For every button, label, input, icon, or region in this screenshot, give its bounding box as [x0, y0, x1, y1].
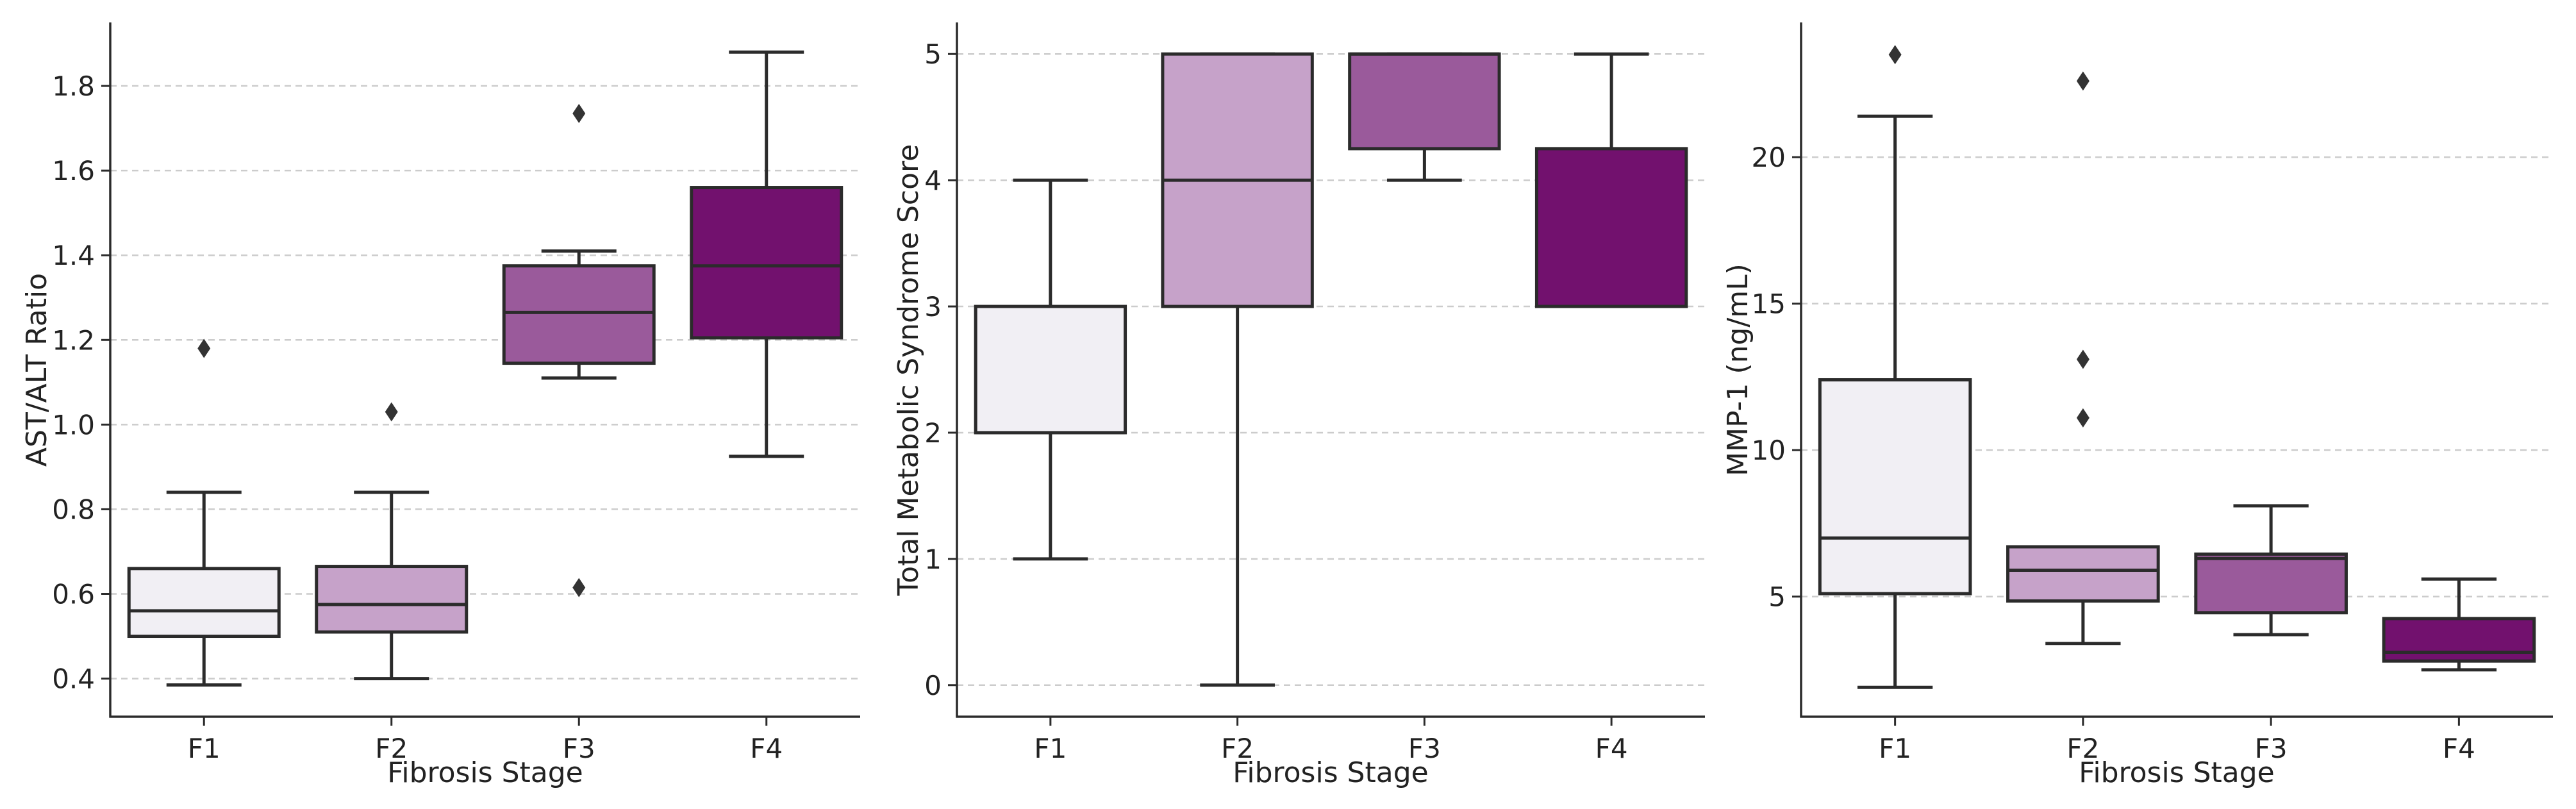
iqr-box [1534, 147, 1688, 308]
metabolic-y-tick-label: 0 [924, 670, 942, 701]
mmp1-box-f1 [1818, 45, 1972, 689]
panel-mmp1-boxes [1818, 45, 2536, 689]
panel-ast-alt-ratio: 0.4 0.6 0.8 1.0 1.2 1.4 1.6 1.8 F1 F2 F3 F4 Fibros… [21, 22, 860, 789]
mmp1-y-tick-label: 20 [1752, 142, 1786, 173]
panel-ast-alt-axes [109, 22, 860, 718]
outlier-point [385, 402, 398, 422]
ast-alt-x-tick-label: F2 [375, 733, 408, 764]
panel-metabolic-y-ticks: 0 1 2 3 4 5 [924, 38, 957, 701]
mmp1-y-tick-label: 15 [1752, 288, 1786, 320]
panel-metabolic-score: 0 1 2 3 4 5 F1 F2 F3 F4 Fibrosis Stage Total Met… [892, 22, 1705, 789]
ast-alt-box-f2 [315, 402, 469, 681]
ast-alt-y-tick-label: 0.4 [52, 663, 95, 695]
outlier-point [2076, 71, 2090, 91]
panel-mmp1-y-axis-label: MMP-1 (ng/mL) [1722, 263, 1754, 476]
mmp1-box-f4 [2382, 577, 2536, 672]
metabolic-box-f2 [1161, 52, 1314, 687]
outlier-point [2076, 349, 2090, 369]
outlier-point [2076, 408, 2090, 428]
metabolic-x-tick-label: F1 [1034, 733, 1067, 764]
metabolic-x-tick-label: F4 [1595, 733, 1628, 764]
ast-alt-x-tick-label: F3 [563, 733, 595, 764]
ast-alt-x-tick-label: F1 [188, 733, 220, 764]
metabolic-x-tick-label: F2 [1221, 733, 1254, 764]
panel-metabolic-x-axis-label: Fibrosis Stage [1233, 756, 1429, 789]
ast-alt-y-tick-label: 0.6 [52, 578, 95, 610]
panel-metabolic-axes [956, 22, 1705, 718]
iqr-box [1818, 378, 1972, 596]
panel-mmp1-axes [1800, 22, 2553, 718]
ast-alt-box-f4 [690, 50, 843, 458]
mmp1-y-tick-label: 5 [1768, 581, 1786, 613]
iqr-box [315, 565, 469, 634]
mmp1-x-tick-label: F2 [2066, 733, 2099, 764]
panel-metabolic-y-axis-label: Total Metabolic Syndrome Score [892, 144, 925, 596]
ast-alt-y-tick-label: 1.4 [52, 240, 95, 271]
metabolic-y-tick-label: 4 [924, 165, 942, 196]
metabolic-y-tick-label: 5 [924, 38, 942, 70]
mmp1-x-tick-label: F4 [2443, 733, 2475, 764]
panel-mmp1-y-ticks: 5 10 15 20 [1752, 142, 1801, 613]
mmp1-x-tick-label: F1 [1879, 733, 1911, 764]
iqr-box [1348, 52, 1501, 151]
panel-ast-alt-y-axis-label: AST/ALT Ratio [21, 273, 53, 467]
panel-ast-alt-x-axis-label: Fibrosis Stage [387, 756, 583, 789]
panel-mmp1: 5 10 15 20 F1 F2 F3 F4 Fibrosis Stage MMP-1 (n… [1722, 22, 2553, 789]
metabolic-box-f1 [974, 178, 1127, 561]
metabolic-y-tick-label: 3 [924, 291, 942, 322]
panel-ast-alt-y-ticks: 0.4 0.6 0.8 1.0 1.2 1.4 1.6 1.8 [52, 71, 110, 695]
iqr-box [690, 186, 843, 340]
ast-alt-y-tick-label: 0.8 [52, 494, 95, 525]
ast-alt-y-tick-label: 1.2 [52, 324, 95, 356]
mmp1-y-tick-label: 10 [1752, 435, 1786, 466]
iqr-box [502, 264, 656, 365]
iqr-box [2382, 617, 2536, 663]
mmp1-box-f2 [2006, 71, 2160, 646]
ast-alt-box-f3 [502, 103, 656, 597]
iqr-box [974, 304, 1127, 435]
outlier-point [572, 578, 586, 597]
iqr-box [2194, 552, 2348, 615]
ast-alt-y-tick-label: 1.6 [52, 155, 95, 187]
panel-mmp1-x-ticks: F1 F2 F3 F4 [1879, 717, 2475, 764]
panel-metabolic-x-ticks: F1 F2 F3 F4 [1034, 717, 1628, 764]
outlier-point [1888, 45, 1902, 65]
ast-alt-y-tick-label: 1.0 [52, 409, 95, 440]
iqr-box [127, 567, 281, 638]
metabolic-box-f3 [1348, 52, 1501, 182]
metabolic-y-tick-label: 1 [924, 544, 942, 575]
panel-metabolic-boxes [974, 52, 1688, 687]
metabolic-y-tick-label: 2 [924, 417, 942, 449]
ast-alt-y-tick-label: 1.8 [52, 71, 95, 102]
mmp1-box-f3 [2194, 504, 2348, 637]
metabolic-x-tick-label: F3 [1408, 733, 1441, 764]
panel-ast-alt-x-ticks: F1 F2 F3 F4 [188, 717, 783, 764]
ast-alt-x-tick-label: F4 [750, 733, 783, 764]
outlier-point [572, 103, 586, 123]
panel-ast-alt-boxes [127, 50, 843, 687]
metabolic-box-f4 [1534, 52, 1688, 308]
ast-alt-box-f1 [127, 338, 281, 687]
iqr-box [2006, 545, 2160, 603]
panel-mmp1-x-axis-label: Fibrosis Stage [2079, 756, 2275, 789]
panel-mmp1-gridlines [1801, 156, 2553, 597]
mmp1-x-tick-label: F3 [2255, 733, 2288, 764]
outlier-point [197, 338, 211, 358]
